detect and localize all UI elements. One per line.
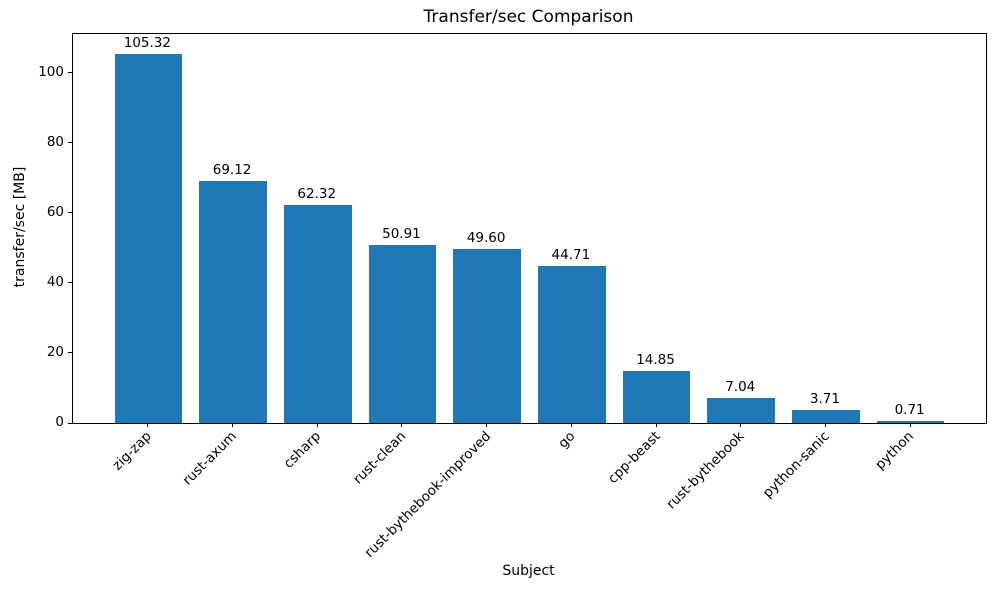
x-tick-label-rust-bythebook: rust-bythebook: [663, 428, 748, 513]
x-tick-label-rust-clean: rust-clean: [349, 428, 410, 488]
chart-title: Transfer/sec Comparison: [423, 7, 634, 27]
bar-rust-bythebook: [707, 398, 776, 423]
bar-value-label: 105.32: [123, 35, 171, 52]
bar-cpp-beast: [622, 371, 691, 423]
y-tick-label: 80: [46, 133, 64, 150]
bar-rust-bythebook-improved: [453, 249, 522, 423]
bar-value-label: 7.04: [725, 379, 756, 396]
x-tick-mark: [147, 423, 149, 427]
x-tick-mark: [655, 423, 657, 427]
bar-zig-zap: [114, 54, 183, 423]
y-tick-mark: [68, 282, 72, 284]
bar-go: [537, 266, 606, 423]
y-tick-mark: [68, 422, 72, 424]
y-tick-label: 20: [46, 343, 64, 360]
bar-value-label: 62.32: [297, 185, 337, 202]
y-tick-mark: [68, 142, 72, 144]
y-tick-mark: [68, 212, 72, 214]
bar-rust-axum: [199, 180, 267, 423]
x-tick-mark: [740, 423, 742, 427]
bar-python: [876, 420, 945, 423]
x-tick-label-csharp: csharp: [280, 428, 325, 472]
y-axis-label: transfer/sec [MB]: [12, 166, 28, 288]
bar-value-label: 44.71: [551, 247, 591, 264]
y-tick-mark: [68, 352, 72, 354]
bar-value-label: 14.85: [636, 352, 675, 368]
x-tick-mark: [486, 423, 488, 427]
x-tick-label-zig-zap: zig-zap: [109, 428, 155, 474]
x-tick-mark: [824, 423, 826, 427]
plot-area: [68, 33, 987, 424]
x-tick-mark: [232, 423, 234, 427]
y-tick-label: 60: [46, 203, 64, 220]
x-axis-label: Subject: [502, 563, 555, 579]
bar-python-sanic: [792, 410, 860, 423]
bar-value-label: 0.71: [894, 401, 925, 418]
x-tick-label-python-sanic: python-sanic: [759, 428, 833, 502]
x-tick-label-cpp-beast: cpp-beast: [604, 428, 664, 487]
x-tick-label-go: go: [555, 428, 579, 452]
bar-value-label: 3.71: [809, 391, 840, 407]
x-tick-label-python: python: [872, 428, 918, 474]
bar-value-label: 50.91: [382, 225, 421, 242]
y-tick-label: 40: [46, 273, 64, 290]
bar-value-label: 49.60: [466, 230, 506, 247]
y-tick-label: 100: [38, 63, 64, 80]
y-tick-mark: [68, 72, 72, 74]
bar-rust-clean: [368, 244, 437, 423]
x-tick-mark: [316, 423, 318, 427]
y-tick-label: 0: [55, 414, 64, 430]
x-tick-mark: [401, 423, 403, 427]
x-tick-mark: [909, 423, 911, 427]
x-tick-mark: [570, 423, 572, 427]
bar-csharp: [283, 204, 352, 423]
x-tick-label-rust-axum: rust-axum: [179, 428, 240, 489]
bar-value-label: 69.12: [212, 161, 252, 178]
